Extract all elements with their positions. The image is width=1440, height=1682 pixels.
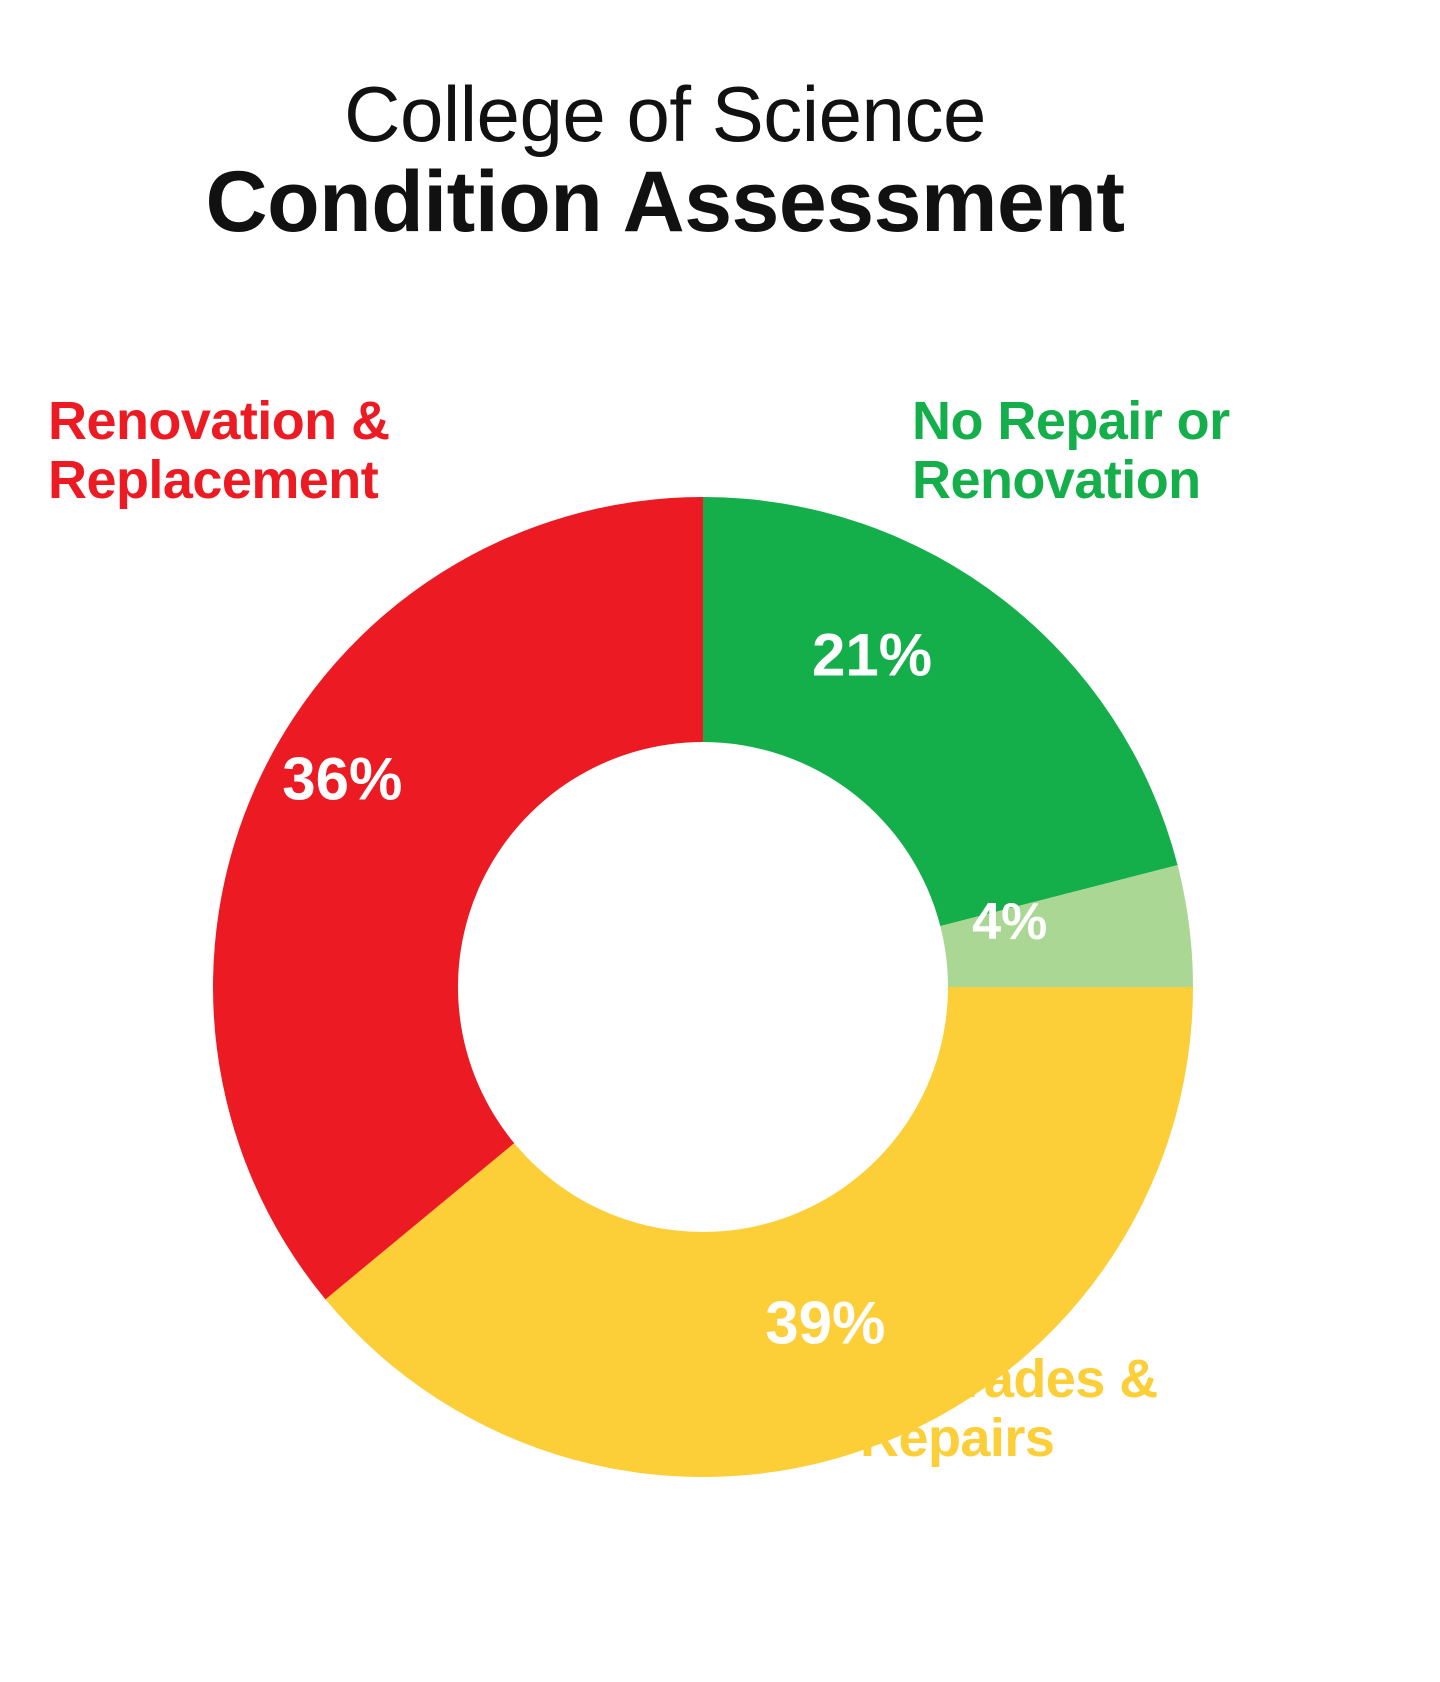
label-no-repair-renovation-line1: No Repair or bbox=[912, 391, 1230, 451]
donut-chart: 21% 4% 39% 36% bbox=[213, 497, 1193, 1477]
slice-percent-label-1: 21% bbox=[812, 622, 932, 689]
label-renovation-replacement-line2: Replacement bbox=[48, 450, 379, 511]
donut-slice-3 bbox=[325, 987, 1193, 1477]
label-renovation-replacement-line1: Renovation & bbox=[48, 391, 390, 451]
slice-percent-label-4: 36% bbox=[282, 745, 402, 812]
chart-title-line1: College of Science bbox=[344, 70, 986, 158]
slice-percent-label-2: 4% bbox=[972, 893, 1047, 951]
donut-slice-4 bbox=[213, 497, 703, 1300]
chart-title-line2: Condition Assessment bbox=[205, 154, 1125, 251]
donut-slice-1 bbox=[703, 497, 1178, 927]
chart-title: College of Science Condition Assessment bbox=[0, 72, 1385, 249]
slice-percent-label-3: 39% bbox=[765, 1290, 885, 1357]
label-renovation-replacement: Renovation & Replacement bbox=[48, 391, 390, 511]
label-no-repair-renovation-line2: Renovation bbox=[912, 450, 1201, 511]
label-no-repair-renovation: No Repair or Renovation bbox=[912, 391, 1230, 511]
donut-slice-2 bbox=[940, 865, 1193, 987]
